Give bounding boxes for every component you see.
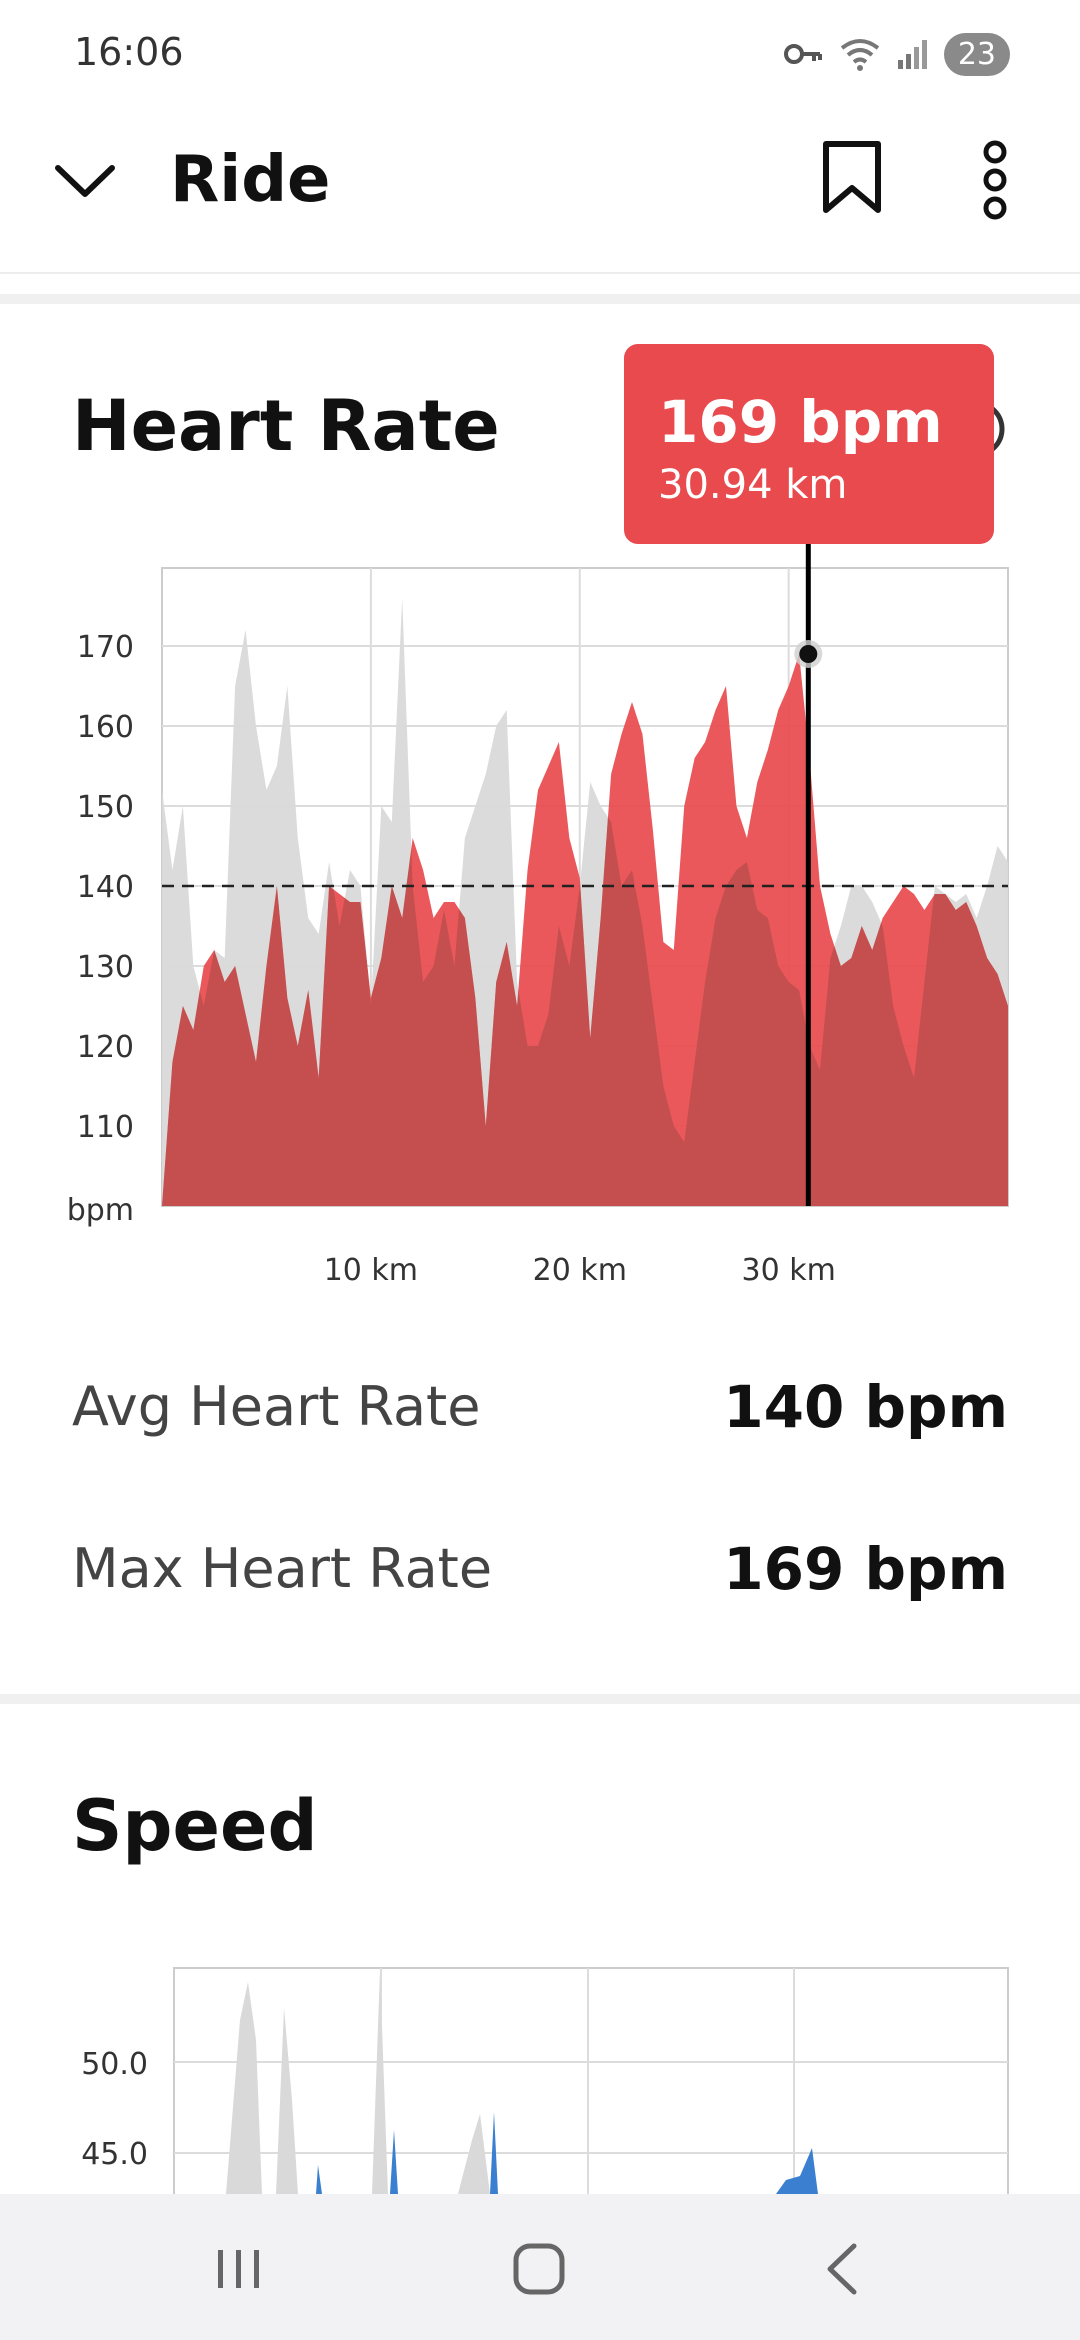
avg-heart-rate-label: Avg Heart Rate (72, 1375, 481, 1438)
y-tick-label: 120 (77, 1030, 134, 1065)
home-icon[interactable] (500, 2234, 580, 2304)
speed-chart[interactable]: 50.0 45.0 (0, 0, 1080, 2194)
speed-y-tick-label: 45.0 (81, 2137, 148, 2172)
speed-frame (173, 1967, 1009, 2194)
y-tick-label: 170 (77, 630, 134, 665)
system-nav-bar (0, 2194, 1080, 2340)
x-tick-label: 30 km (742, 1253, 836, 1288)
status-icons: 23 (783, 32, 1010, 76)
speed-comparison-area (226, 1970, 490, 2194)
y-tick-label: 150 (77, 790, 134, 825)
cursor-dot (799, 645, 818, 663)
wifi-icon (840, 39, 880, 71)
max-heart-rate-value: 169 bpm (723, 1535, 1008, 1603)
more-vertical-icon[interactable] (975, 140, 1015, 220)
x-tick-label: 10 km (324, 1253, 418, 1288)
y-tick-label: 130 (77, 950, 134, 985)
battery-icon: 23 (943, 32, 1010, 76)
speed-title: Speed (72, 1785, 318, 1867)
heart-rate-tooltip: 169 bpm 30.94 km (624, 344, 994, 544)
tooltip-value: 169 bpm (658, 388, 943, 456)
tooltip-distance: 30.94 km (658, 462, 848, 508)
max-heart-rate-label: Max Heart Rate (72, 1537, 493, 1600)
avg-heart-rate-value: 140 bpm (723, 1373, 1008, 1441)
heart-rate-chart[interactable]: 170 160 150 140 130 120 110 bpm 10 km 20 km 30 km (0, 0, 1080, 1300)
back-icon[interactable] (802, 2234, 882, 2304)
app-bar (0, 100, 1080, 274)
section-divider (0, 294, 1080, 304)
vpn-key-icon (783, 44, 822, 64)
status-time: 16:06 (74, 30, 184, 74)
recent-apps-icon[interactable] (198, 2234, 278, 2304)
y-axis-unit-label: bpm (67, 1193, 134, 1228)
y-tick-label: 160 (77, 710, 134, 745)
signal-icon (897, 40, 927, 69)
y-tick-label: 110 (77, 1110, 134, 1145)
x-tick-label: 20 km (533, 1253, 627, 1288)
status-bar: 16:06 23 (0, 0, 1080, 100)
chevron-down-icon[interactable] (50, 150, 120, 210)
y-tick-label: 140 (77, 870, 134, 905)
section-divider-2 (0, 1694, 1080, 1704)
page-title: Ride (170, 143, 331, 217)
heart-rate-title: Heart Rate (72, 385, 500, 467)
speed-y-tick-label: 50.0 (81, 2047, 148, 2082)
bookmark-icon[interactable] (820, 140, 884, 216)
